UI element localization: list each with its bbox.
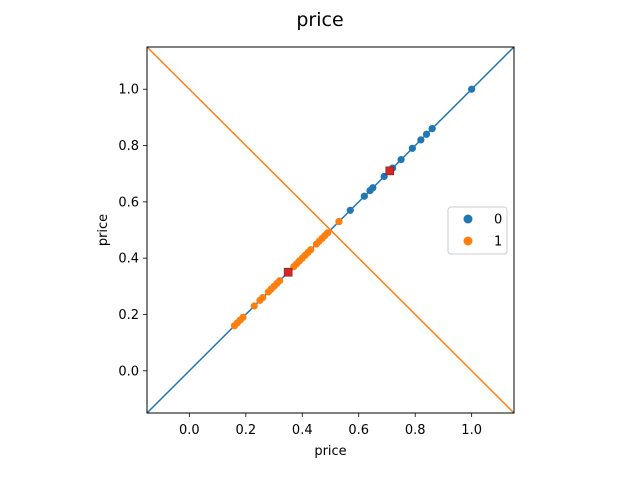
centroid-marker-1 <box>385 166 395 176</box>
legend: 01 <box>447 206 508 255</box>
x-axis-label: price <box>314 444 346 459</box>
series-1-point-3 <box>239 313 247 321</box>
series-1-point-4 <box>250 302 258 310</box>
series-0-point-11 <box>428 125 436 133</box>
series-1-point-25 <box>335 217 343 226</box>
series-0-point-2 <box>360 192 368 200</box>
series-1-point-6 <box>259 293 267 302</box>
legend-marker-0 <box>463 214 473 224</box>
y-tick-label-2: 0.4 <box>118 252 139 267</box>
series-0-point-8 <box>408 144 416 152</box>
series-0-point-10 <box>422 130 431 138</box>
y-tick-label-1: 0.2 <box>118 308 139 323</box>
x-axis: 0.0 0.2 0.4 0.6 0.8 1.0 <box>179 413 482 438</box>
series-1-point-24 <box>324 229 332 237</box>
series-1-point-11 <box>276 277 284 285</box>
reference-line-1 <box>147 47 514 413</box>
x-tick-label-5: 1.0 <box>461 423 482 438</box>
x-tick-label-0: 0.0 <box>179 423 200 438</box>
x-tick-label-4: 0.8 <box>405 423 426 438</box>
y-tick-label-4: 0.8 <box>118 139 139 154</box>
series-0-point-1 <box>346 206 354 214</box>
x-tick-label-2: 0.4 <box>292 423 313 438</box>
y-axis: 0.0 0.2 0.4 0.6 0.8 1.0 <box>118 83 147 379</box>
legend-label-1: 1 <box>494 235 502 250</box>
reference-lines <box>147 47 514 413</box>
axes-frame <box>146 46 515 414</box>
legend-frame <box>447 206 508 255</box>
data-points <box>230 85 476 330</box>
series-0-point-4 <box>369 184 377 192</box>
legend-label-0: 0 <box>494 213 502 228</box>
legend-marker-1 <box>463 236 473 246</box>
x-tick-label-3: 0.6 <box>348 423 369 438</box>
y-tick-label-5: 1.0 <box>118 83 139 98</box>
series-1-point-19 <box>307 246 315 254</box>
series-0-point-9 <box>417 136 425 144</box>
y-tick-label-3: 0.6 <box>118 195 139 210</box>
y-axis-label: price <box>96 214 111 246</box>
chart-title: price <box>296 9 343 31</box>
centroid-markers <box>283 166 395 277</box>
centroid-marker-0 <box>283 267 293 277</box>
x-tick-label-1: 0.2 <box>235 423 256 438</box>
series-0-point-12 <box>468 85 476 93</box>
series-0-point-7 <box>397 156 405 164</box>
y-tick-label-0: 0.0 <box>118 364 139 379</box>
